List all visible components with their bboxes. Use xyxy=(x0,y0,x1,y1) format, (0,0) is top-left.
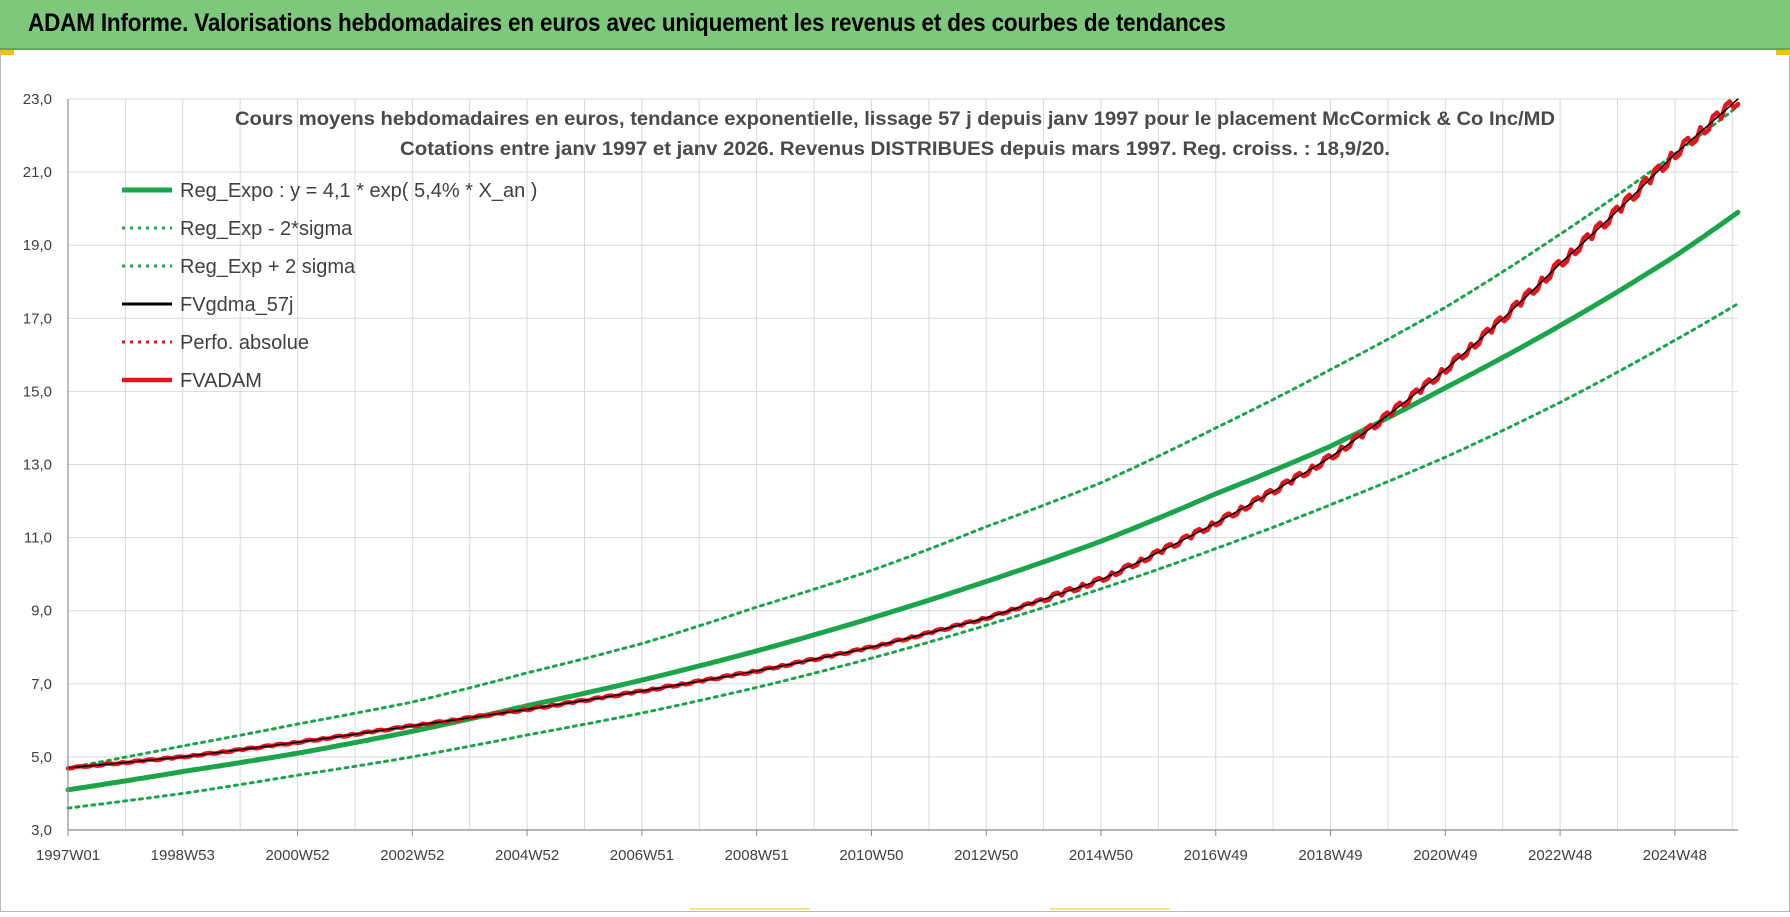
legend-label: FVADAM xyxy=(180,370,262,392)
chart-series xyxy=(65,98,1741,810)
series-line-2 xyxy=(66,104,1740,770)
legend-label: Perfo. absolue xyxy=(180,332,309,354)
chart-title-block: Cours moyens hebdomadaires en euros, ten… xyxy=(235,109,1555,160)
y-tick-label: 17,0 xyxy=(23,310,52,327)
x-tick-label: 2012W50 xyxy=(954,847,1018,864)
legend-label: Reg_Exp - 2*sigma xyxy=(180,218,353,240)
x-tick-label: 2022W48 xyxy=(1528,847,1592,864)
report-banner: ADAM Informe. Valorisations hebdomadaire… xyxy=(0,0,1790,50)
y-tick-label: 5,0 xyxy=(31,749,52,766)
x-tick-label: 2002W52 xyxy=(380,847,444,864)
chart-area: 3,0 5,0 7,0 9,0 11,0 13,0 15,0 17,0 19,0 21,0 23,0… xyxy=(0,50,1790,912)
chart-title-line: Cours moyens hebdomadaires en euros, ten… xyxy=(235,109,1555,130)
y-tick-label: 21,0 xyxy=(23,164,52,181)
x-tick-label: 2008W51 xyxy=(725,847,789,864)
chart-legend: Reg_Expo : y = 4,1 * exp( 5,4% * X_an ) R… xyxy=(122,180,537,392)
x-tick-label: 2010W50 xyxy=(839,847,903,864)
series-line-1 xyxy=(66,302,1740,810)
x-tick-label: 2016W49 xyxy=(1184,847,1248,864)
line-chart: 3,0 5,0 7,0 9,0 11,0 13,0 15,0 17,0 19,0 21,0 23,0… xyxy=(23,91,1741,864)
corner-marker xyxy=(0,50,14,55)
x-tick-label: 2018W49 xyxy=(1298,847,1362,864)
x-tick-label: 1997W01 xyxy=(36,847,100,864)
y-tick-label: 19,0 xyxy=(23,237,52,254)
x-tick-label: 2014W50 xyxy=(1069,847,1133,864)
x-tick-label: 2000W52 xyxy=(265,847,329,864)
legend-label: Reg_Exp + 2 sigma xyxy=(180,256,356,278)
x-tick-label: 2024W48 xyxy=(1643,847,1707,864)
y-tick-label: 11,0 xyxy=(24,530,52,547)
y-tick-label: 3,0 xyxy=(31,822,52,839)
x-tick-label: 1998W53 xyxy=(151,847,215,864)
x-tick-label: 2006W51 xyxy=(610,847,674,864)
series-line-0 xyxy=(65,209,1741,793)
series-line-3 xyxy=(67,98,1739,769)
chart-ticks: 3,0 5,0 7,0 9,0 11,0 13,0 15,0 17,0 19,0 21,0 23,0… xyxy=(23,91,1707,864)
legend-label: Reg_Expo : y = 4,1 * exp( 5,4% * X_an ) xyxy=(180,180,537,202)
y-tick-label: 13,0 xyxy=(23,457,52,474)
x-tick-label: 2020W49 xyxy=(1413,847,1477,864)
y-tick-label: 23,0 xyxy=(23,91,52,108)
chart-title-line: Cotations entre janv 1997 et janv 2026. … xyxy=(400,139,1390,160)
legend-label: FVgdma_57j xyxy=(180,294,293,316)
y-tick-label: 9,0 xyxy=(31,603,52,620)
y-tick-label: 7,0 xyxy=(31,676,52,693)
footer-marker xyxy=(1050,908,1170,910)
x-tick-label: 2004W52 xyxy=(495,847,559,864)
y-tick-label: 15,0 xyxy=(23,383,52,400)
chart-axes xyxy=(67,99,1738,836)
banner-title: ADAM Informe. Valorisations hebdomadaire… xyxy=(28,9,1226,37)
corner-marker xyxy=(1776,50,1790,55)
footer-marker xyxy=(690,908,810,910)
